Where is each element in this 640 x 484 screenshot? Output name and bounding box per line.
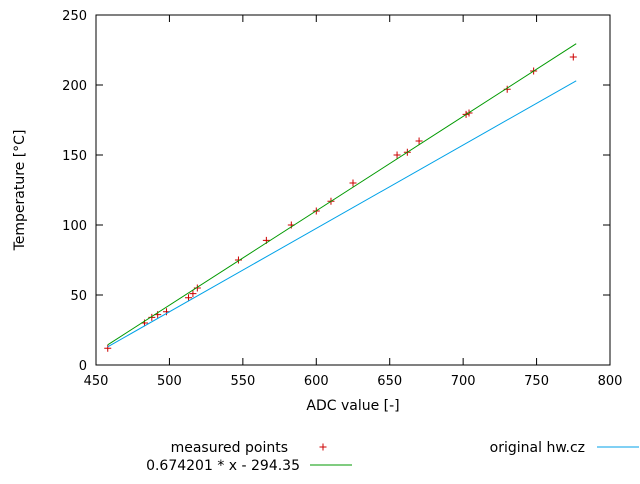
- x-tick-label: 750: [524, 374, 549, 389]
- measured-point-marker: [104, 344, 112, 352]
- measured-point-marker: [349, 179, 357, 187]
- legend: measured points 0.674201 * x - 294.35 orig…: [146, 440, 639, 474]
- series-line-0-674201-x-294-35: [107, 43, 577, 346]
- series-line-original-hw-cz: [107, 80, 577, 348]
- measured-point-marker: [189, 290, 197, 298]
- y-tick-label: 200: [62, 79, 87, 94]
- plot-area: 450 500 550 600 650 700 750 800 0 50 100 150 200 250: [62, 9, 622, 389]
- x-tick-label: 550: [230, 374, 255, 389]
- y-tick-label: 150: [62, 149, 87, 164]
- y-tick-label: 0: [79, 359, 87, 374]
- plot-border: [95, 14, 611, 366]
- y-axis-label: Temperature [°C]: [12, 130, 28, 252]
- x-tick-label: 700: [451, 374, 476, 389]
- measured-point-marker: [185, 294, 193, 302]
- x-tick-label: 600: [304, 374, 329, 389]
- legend-label-0: measured points: [171, 440, 288, 456]
- measured-point-marker: [193, 284, 201, 292]
- x-tick-label: 800: [598, 374, 623, 389]
- y-tick-label: 100: [62, 219, 87, 234]
- legend-label-1: 0.674201 * x - 294.35: [146, 458, 300, 474]
- measured-point-marker: [234, 256, 242, 264]
- x-tick-label: 450: [84, 374, 109, 389]
- x-tick-label: 500: [157, 374, 182, 389]
- y-tick-label: 250: [62, 9, 87, 24]
- measured-point-marker: [148, 313, 156, 321]
- legend-point-sample: [319, 443, 327, 451]
- x-tick-label: 650: [377, 374, 402, 389]
- y-tick-label: 50: [70, 289, 87, 304]
- legend-label-2: original hw.cz: [490, 440, 585, 456]
- x-axis-label: ADC value [-]: [306, 398, 399, 414]
- measured-point-marker: [415, 137, 423, 145]
- measured-point-marker: [393, 151, 401, 159]
- measured-point-marker: [569, 53, 577, 61]
